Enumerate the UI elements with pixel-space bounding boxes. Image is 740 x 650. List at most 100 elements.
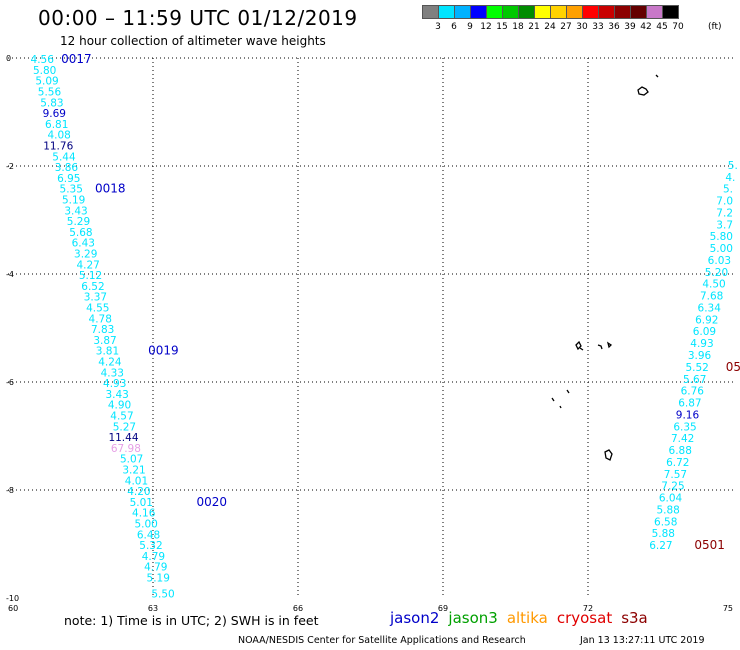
y-tick-label: -8 <box>6 486 14 495</box>
island-outline <box>575 340 582 351</box>
wave-height-label: 6.34 <box>698 302 722 314</box>
island-outline <box>637 86 649 96</box>
wave-height-label: 6.09 <box>693 326 716 338</box>
legend-labels: 3 6 9 12 15 18 21 24 27 30 33 36 39 42 45 70 <box>422 22 740 34</box>
x-tick-label: 72 <box>583 604 593 613</box>
wave-height-label: 4.78 <box>89 313 112 325</box>
legend-label: 3 <box>435 22 441 32</box>
map-subtitle: 12 hour collection of altimeter wave hei… <box>60 34 326 48</box>
wave-height-label: 5.00 <box>134 518 157 530</box>
pass-time-label: 0501 <box>694 538 725 552</box>
wave-height-label: 6.35 <box>673 421 696 433</box>
wave-height-label: 5.80 <box>33 65 56 77</box>
wave-height-label: 5.44 <box>52 151 76 163</box>
wave-height-label: 5.88 <box>652 528 675 540</box>
wave-height-label: 67.98 <box>111 443 141 455</box>
wave-height-label: 4.08 <box>47 130 70 142</box>
wave-height-label: 7.57 <box>664 469 687 481</box>
legend-label: 39 <box>624 22 636 32</box>
wave-height-label: 7.42 <box>671 433 694 445</box>
wave-height-label: 11.76 <box>43 140 73 152</box>
wave-height-label: 5.20 <box>705 267 728 279</box>
island-outline <box>559 405 562 409</box>
wave-height-label: 5.19 <box>147 572 170 584</box>
wave-height-label: 5.27 <box>113 421 136 433</box>
x-tick-label: 66 <box>293 604 303 613</box>
credit-text: NOAA/NESDIS Center for Satellite Applica… <box>238 635 526 646</box>
island-outline <box>604 449 613 461</box>
wave-height-label: 3.86 <box>55 162 79 174</box>
wave-height-label: 3.37 <box>84 292 107 304</box>
wave-height-label: 6.27 <box>649 540 672 552</box>
wave-height-label: 3.21 <box>122 464 145 476</box>
wave-height-label: 4.79 <box>144 562 167 574</box>
wave-height-label: 6.52 <box>81 281 104 293</box>
y-tick-label: -4 <box>6 270 14 279</box>
wave-height-label: 5.67 <box>683 374 706 386</box>
y-tick-label: -6 <box>6 378 14 387</box>
footer-note: note: 1) Time is in UTC; 2) SWH is in fe… <box>64 613 319 628</box>
wave-height-label: 5. <box>728 160 738 172</box>
wave-height-label: 4.79 <box>142 551 165 563</box>
wave-height-label: 4. <box>725 172 735 184</box>
wave-height-label: 4.24 <box>98 356 122 368</box>
wave-height-label: 6.95 <box>57 173 80 185</box>
wave-height-label: 4.01 <box>125 475 148 487</box>
wave-height-label: 5.50 <box>151 589 174 601</box>
wave-height-label: 6.87 <box>678 398 701 410</box>
wave-height-label: 7.2 <box>716 207 733 219</box>
island-outline <box>655 74 659 78</box>
island-outline <box>566 389 570 394</box>
wave-height-label: 5.80 <box>710 231 733 243</box>
wave-height-label: 4.57 <box>110 410 133 422</box>
wave-height-label: 4.33 <box>101 367 124 379</box>
island-outline <box>551 397 555 402</box>
legend-label: 30 <box>576 22 588 32</box>
wave-height-label: 6.81 <box>45 119 68 131</box>
wave-height-label: 5.00 <box>710 243 733 255</box>
wave-height-label: 5.35 <box>60 184 83 196</box>
wave-height-label: 9.69 <box>43 108 66 120</box>
y-tick-label: -2 <box>6 162 14 171</box>
x-tick-label: 60 <box>8 604 18 613</box>
wave-height-label: 4.16 <box>132 508 156 520</box>
legend-label: 12 <box>480 22 492 32</box>
island-outline <box>606 341 613 349</box>
legend-label: 18 <box>512 22 524 32</box>
wave-height-label: 5.12 <box>79 270 102 282</box>
wave-height-label: 6.72 <box>666 457 689 469</box>
legend-unit: (ft) <box>708 22 722 32</box>
wave-height-label: 5.09 <box>35 76 58 88</box>
wave-height-label: 4.27 <box>76 259 99 271</box>
wave-height-label: 4.55 <box>86 302 109 314</box>
x-tick-label: 69 <box>438 604 448 613</box>
wave-height-label: 5.01 <box>130 497 153 509</box>
pass-time-label: 0019 <box>148 344 179 358</box>
pass-time-label: 0017 <box>61 52 92 66</box>
wave-height-label: 5.19 <box>62 194 85 206</box>
pass-time-label: 0018 <box>95 182 126 196</box>
wave-height-label: 6.43 <box>72 238 95 250</box>
x-tick-label: 63 <box>148 604 158 613</box>
wave-height-label: 6.48 <box>137 529 160 541</box>
wave-height-label: 4.93 <box>103 378 126 390</box>
wave-height-label: 11.44 <box>108 432 138 444</box>
map-title: 00:00 – 11:59 UTC 01/12/2019 <box>38 6 358 30</box>
satellite-s3a: s3a <box>621 609 648 627</box>
wave-height-label: 5.52 <box>685 362 708 374</box>
island-outline <box>597 344 603 350</box>
wave-height-label: 3.87 <box>93 335 116 347</box>
wave-height-label: 3.29 <box>74 248 97 260</box>
pass-time-label: 0020 <box>197 495 228 509</box>
credit-timestamp: Jan 13 13:27:11 UTC 2019 <box>580 635 705 646</box>
wave-height-label: 3.43 <box>64 205 87 217</box>
wave-height-label: 6.03 <box>708 255 731 267</box>
wave-height-label: 7.25 <box>661 481 684 493</box>
y-tick-label: -10 <box>6 594 19 603</box>
wave-height-label: 9.16 <box>676 409 700 421</box>
wave-height-label: 4.90 <box>108 400 131 412</box>
wave-height-label: 5.83 <box>40 97 63 109</box>
satellite-jason3: jason3 <box>448 609 498 627</box>
legend-label: 36 <box>608 22 620 32</box>
